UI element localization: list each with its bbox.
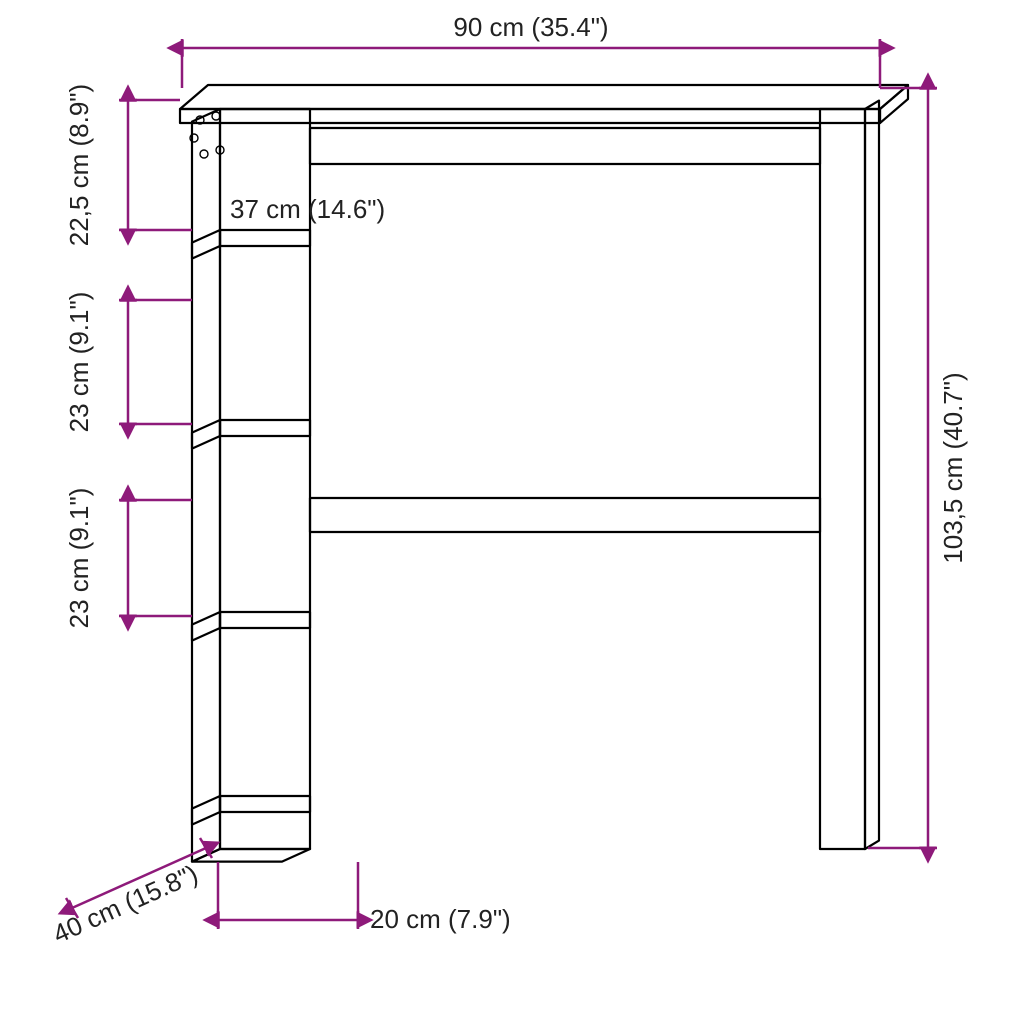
dim-depth-37: 37 cm (14.6") bbox=[230, 194, 385, 224]
dim-depth-40: 40 cm (15.8") bbox=[48, 858, 202, 949]
dim-shelf-2: 23 cm (9.1") bbox=[64, 292, 94, 433]
dim-shelf-3: 23 cm (9.1") bbox=[64, 488, 94, 629]
dim-width-top: 90 cm (35.4") bbox=[453, 12, 608, 42]
dim-shelf-top: 22,5 cm (8.9") bbox=[64, 84, 94, 246]
dim-full-height: 103,5 cm (40.7") bbox=[938, 372, 968, 563]
dim-panel-width: 20 cm (7.9") bbox=[370, 904, 511, 934]
